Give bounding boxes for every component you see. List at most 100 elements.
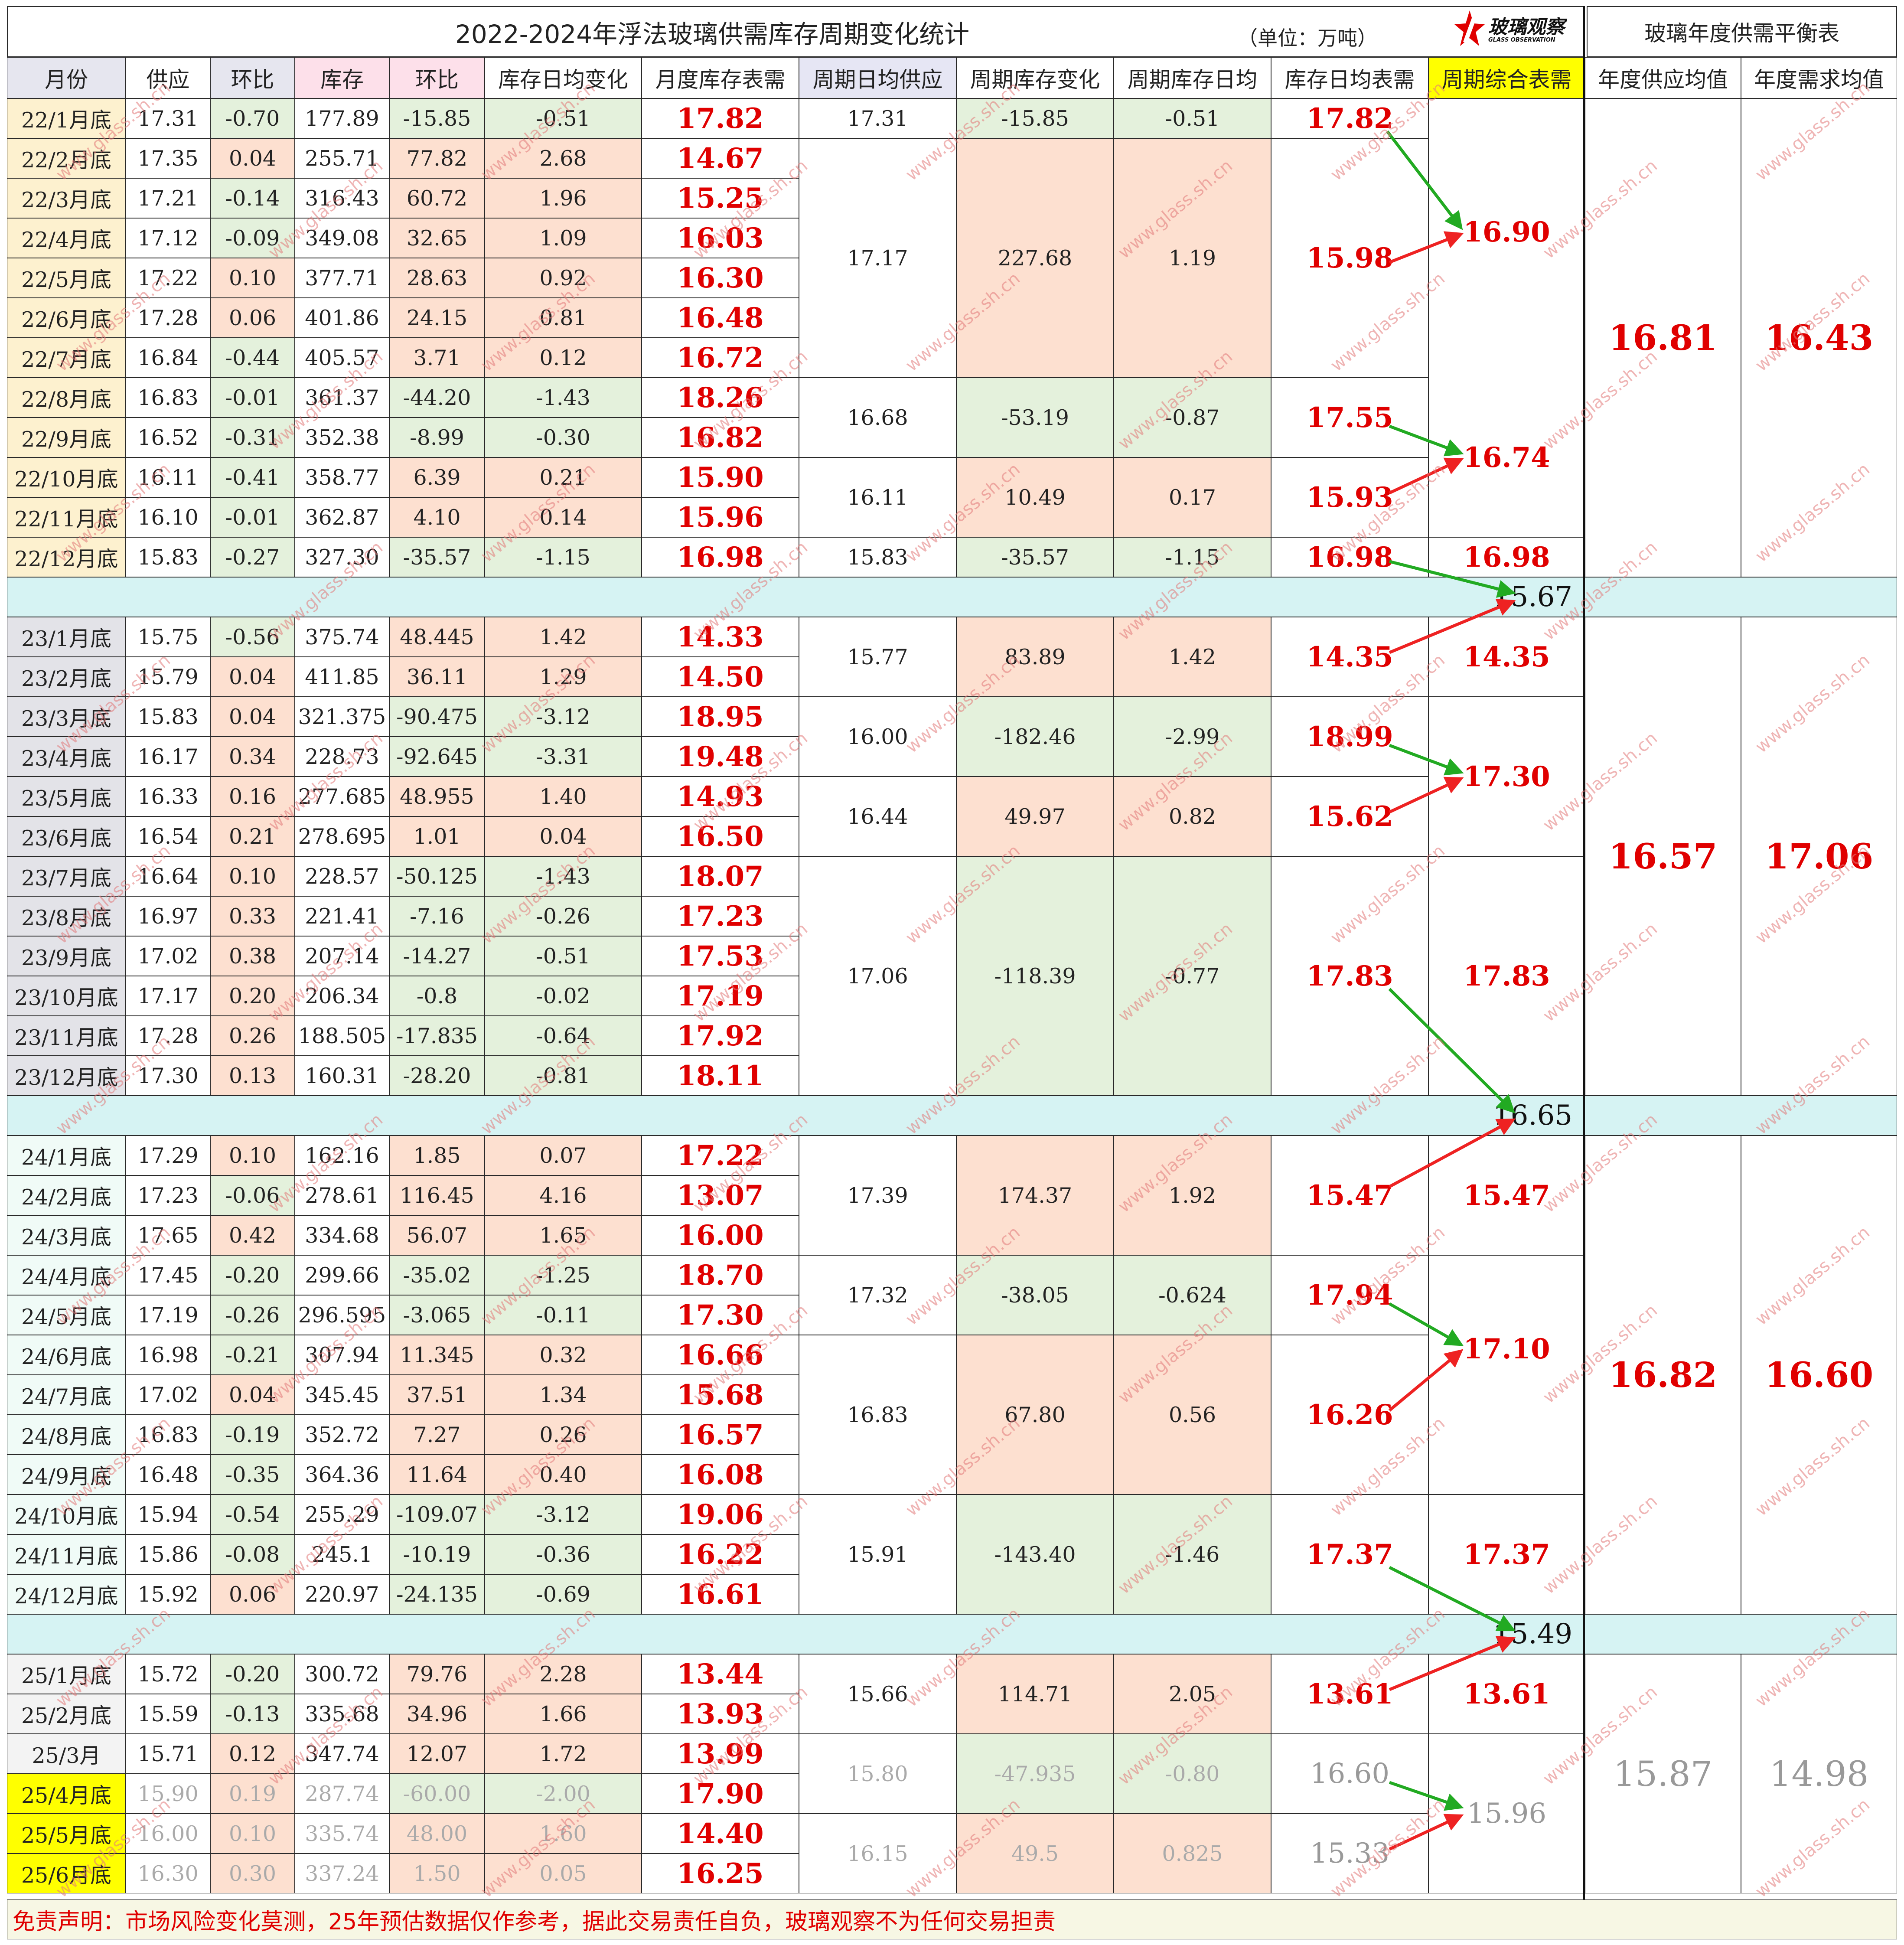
inventory-change-cell: -28.20 [389,1056,485,1096]
supply-change-cell: -0.44 [210,338,295,378]
inventory-cell: 207.14 [295,936,389,976]
supply-cell: 17.12 [126,218,210,258]
monthly-demand-cell: 17.82 [642,98,799,138]
period-supply-cell: 15.83 [799,537,956,577]
supply-cell: 16.83 [126,378,210,418]
logo-subtext: GLASS OBSERVATION [1488,36,1555,43]
period-inventory-daily-cell: -0.624 [1114,1255,1271,1335]
supply-cell: 16.52 [126,418,210,457]
supply-change-cell: 0.34 [210,737,295,777]
inventory-change-cell: 79.76 [389,1654,485,1694]
combined-demand-value: 16.74 [1463,441,1550,474]
inventory-daily-change-cell: 2.28 [485,1654,642,1694]
period-demand-cell: 17.82 [1271,98,1428,138]
supply-change-cell: 0.19 [210,1774,295,1814]
inventory-daily-change-cell: -1.43 [485,856,642,896]
section-divider [1583,6,1585,1899]
combined-block [1428,1255,1585,1495]
combined-demand-value: 17.10 [1463,1332,1550,1365]
inventory-change-cell: -90.475 [389,697,485,737]
monthly-demand-cell: 18.26 [642,378,799,418]
month-cell: 23/12月底 [7,1056,126,1096]
combined-demand-value: 16.65 [1493,1100,1573,1132]
header-supply-change: 环比 [210,57,295,98]
inventory-change-cell: 4.10 [389,497,485,537]
inventory-cell: 188.505 [295,1016,389,1056]
supply-cell: 16.54 [126,816,210,856]
inventory-daily-change-cell: -0.51 [485,98,642,138]
monthly-demand-cell: 16.22 [642,1534,799,1574]
inventory-cell: 277.685 [295,777,389,816]
period-inventory-change-cell: -47.935 [956,1734,1114,1814]
month-cell: 24/2月底 [7,1175,126,1215]
period-demand-cell: 17.83 [1271,856,1428,1096]
monthly-demand-cell: 17.92 [642,1016,799,1056]
inventory-change-cell: -3.065 [389,1295,485,1335]
period-inventory-daily-cell: -1.46 [1114,1495,1271,1614]
combined-demand-value: 17.37 [1463,1538,1550,1571]
period-inventory-change-cell: -118.39 [956,856,1114,1096]
month-cell: 24/1月底 [7,1136,126,1175]
supply-cell: 16.17 [126,737,210,777]
inventory-daily-change-cell: 1.60 [485,1814,642,1854]
header-period-daily-supply: 周期日均供应 [799,57,956,98]
combined-demand-value: 15.67 [1493,581,1573,613]
supply-cell: 17.31 [126,98,210,138]
inventory-change-cell: 116.45 [389,1175,485,1215]
inventory-daily-change-cell: 1.09 [485,218,642,258]
monthly-demand-cell: 16.48 [642,298,799,338]
combined-demand-value: 13.61 [1463,1677,1550,1710]
monthly-demand-cell: 16.98 [642,537,799,577]
month-cell: 22/4月底 [7,218,126,258]
period-inventory-daily-cell: -0.80 [1114,1734,1271,1814]
inventory-daily-change-cell: 0.14 [485,497,642,537]
supply-change-cell: 0.20 [210,976,295,1016]
inventory-change-cell: 7.27 [389,1415,485,1455]
inventory-daily-change-cell: -0.64 [485,1016,642,1056]
period-inventory-change-cell: -38.05 [956,1255,1114,1335]
inventory-change-cell: -8.99 [389,418,485,457]
monthly-demand-cell: 17.90 [642,1774,799,1814]
period-inventory-daily-cell: 0.825 [1114,1814,1271,1893]
inventory-daily-change-cell: 2.68 [485,138,642,178]
year-separator [7,1614,1897,1654]
inventory-change-cell: -15.85 [389,98,485,138]
month-cell: 23/8月底 [7,896,126,936]
supply-change-cell: -0.01 [210,378,295,418]
monthly-demand-cell: 16.03 [642,218,799,258]
period-supply-cell: 16.68 [799,378,956,457]
annual-demand-avg-cell: 16.43 [1741,98,1897,577]
supply-change-cell: 0.12 [210,1734,295,1774]
inventory-change-cell: 48.00 [389,1814,485,1854]
annual-balance-title: 玻璃年度供需平衡表 [1587,6,1897,57]
inventory-change-cell: -17.835 [389,1016,485,1056]
inventory-daily-change-cell: 1.34 [485,1375,642,1415]
combined-demand-value: 16.98 [1463,541,1550,574]
inventory-change-cell: 1.50 [389,1854,485,1893]
period-supply-cell: 15.80 [799,1734,956,1814]
period-demand-cell: 15.93 [1271,457,1428,537]
inventory-change-cell: 60.72 [389,178,485,218]
period-demand-cell: 14.35 [1271,617,1428,697]
supply-cell: 17.45 [126,1255,210,1295]
inventory-change-cell: -109.07 [389,1495,485,1534]
inventory-cell: 358.77 [295,457,389,497]
inventory-daily-change-cell: -0.51 [485,936,642,976]
inventory-daily-change-cell: 0.26 [485,1415,642,1455]
period-supply-cell: 17.32 [799,1255,956,1335]
period-demand-cell: 15.47 [1271,1136,1428,1255]
monthly-demand-cell: 15.68 [642,1375,799,1415]
supply-cell: 17.23 [126,1175,210,1215]
inventory-daily-change-cell: -0.30 [485,418,642,457]
supply-change-cell: -0.35 [210,1455,295,1495]
supply-cell: 15.94 [126,1495,210,1534]
monthly-demand-cell: 15.90 [642,457,799,497]
inventory-cell: 316.43 [295,178,389,218]
inventory-daily-change-cell: 0.92 [485,258,642,298]
header-period-inventory-daily: 周期库存日均 [1114,57,1271,98]
monthly-demand-cell: 16.66 [642,1335,799,1375]
monthly-demand-cell: 19.06 [642,1495,799,1534]
monthly-demand-cell: 19.48 [642,737,799,777]
period-supply-cell: 16.83 [799,1335,956,1495]
inventory-change-cell: -7.16 [389,896,485,936]
